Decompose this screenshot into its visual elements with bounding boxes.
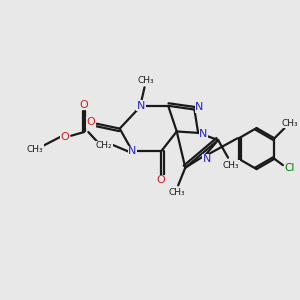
Text: Cl: Cl (285, 163, 295, 173)
Text: N: N (202, 154, 211, 164)
Text: CH₃: CH₃ (282, 119, 298, 128)
Text: O: O (157, 175, 165, 185)
Text: O: O (86, 117, 95, 127)
Text: CH₃: CH₃ (223, 160, 239, 169)
Text: O: O (80, 100, 88, 110)
Text: CH₃: CH₃ (27, 145, 44, 154)
Text: CH₃: CH₃ (138, 76, 154, 85)
Text: N: N (195, 102, 204, 112)
Text: CH₂: CH₂ (96, 141, 112, 150)
Text: N: N (137, 101, 145, 111)
Text: N: N (199, 129, 207, 139)
Text: O: O (60, 132, 69, 142)
Text: CH₃: CH₃ (169, 188, 186, 197)
Text: N: N (128, 146, 137, 156)
